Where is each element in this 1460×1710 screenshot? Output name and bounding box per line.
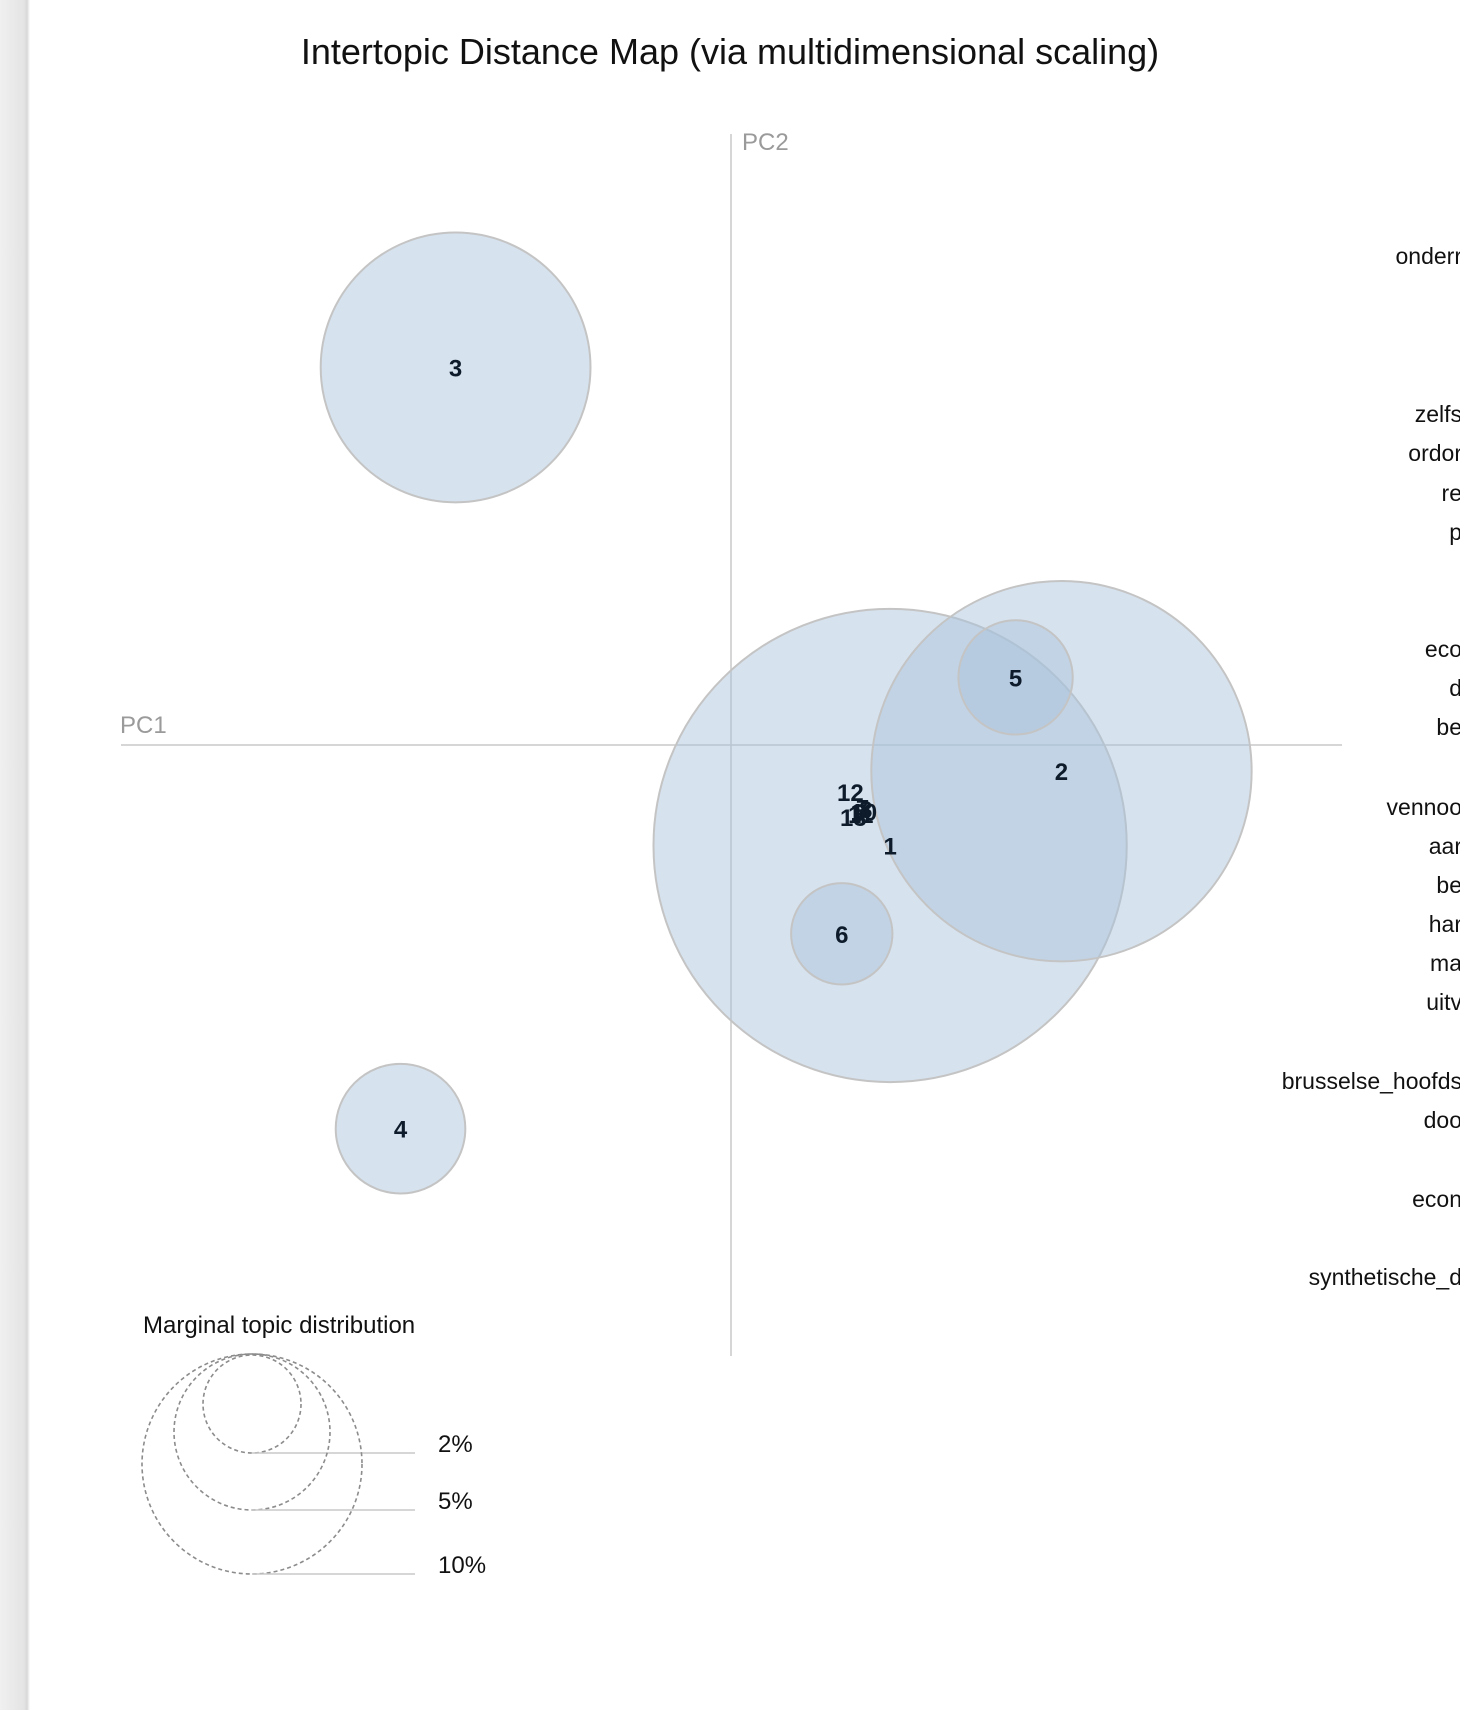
topic-label-7[interactable]: 7 — [856, 796, 869, 823]
term-label[interactable]: doo — [1424, 1107, 1460, 1133]
topic-label-10[interactable]: 10 — [850, 799, 877, 826]
topic-label-6[interactable]: 6 — [835, 922, 848, 949]
legend-title: Marginal topic distribution — [143, 1312, 415, 1339]
left-panel-shadow — [0, 0, 30, 1710]
topic-label-13[interactable]: 13 — [840, 805, 867, 832]
term-label[interactable]: zelfs — [1415, 401, 1460, 427]
topic-bubble-6[interactable] — [790, 882, 894, 986]
pc2-axis-label: PC2 — [742, 129, 789, 156]
term-label[interactable]: uitv — [1426, 989, 1460, 1015]
pc1-axis-label: PC1 — [120, 712, 167, 739]
topic-bubble-5[interactable] — [957, 619, 1074, 736]
term-label[interactable]: be — [1436, 714, 1460, 740]
legend-label-10: 10% — [438, 1552, 486, 1579]
term-label[interactable]: har — [1429, 911, 1460, 937]
marginal-topic-legend: Marginal topic distribution 2% 5% 10% — [141, 1312, 486, 1579]
term-label[interactable]: brusselse_hoofds — [1282, 1068, 1460, 1094]
term-label[interactable]: aar — [1429, 833, 1460, 859]
legend-circle-5 — [173, 1353, 331, 1511]
topic-label-5[interactable]: 5 — [1009, 665, 1022, 692]
topic-label-1[interactable]: 1 — [883, 833, 896, 860]
topic-bubbles — [319, 231, 1253, 1195]
term-label[interactable]: eco — [1425, 636, 1460, 662]
topic-bubble-1[interactable] — [652, 607, 1128, 1084]
term-label[interactable]: econ — [1412, 1186, 1460, 1212]
topic-bubble-4[interactable] — [334, 1062, 467, 1195]
term-label[interactable]: d — [1449, 675, 1460, 701]
term-label[interactable]: p — [1449, 519, 1460, 545]
topic-bubble-2[interactable] — [870, 580, 1253, 963]
legend-circle-10 — [141, 1353, 363, 1575]
terms-panel: onderr zelfs ordor re p eco d be vennoo aar be har m… — [1282, 243, 1460, 1290]
term-label[interactable]: vennoo — [1387, 794, 1460, 820]
topic-label-4[interactable]: 4 — [394, 1117, 408, 1144]
legend-circle-2 — [202, 1354, 302, 1454]
topic-label-8[interactable]: 8 — [859, 797, 872, 824]
term-label[interactable]: onderr — [1396, 243, 1460, 269]
term-label[interactable]: re — [1442, 480, 1460, 506]
term-label[interactable]: synthetische_d — [1309, 1264, 1460, 1290]
topic-label-11[interactable]: 11 — [848, 802, 873, 829]
term-label[interactable]: ordor — [1408, 440, 1460, 466]
topic-label-2[interactable]: 2 — [1055, 759, 1068, 786]
topic-label-12[interactable]: 12 — [837, 780, 864, 807]
topic-label-9[interactable]: 9 — [853, 800, 866, 827]
topic-bubble-3[interactable] — [319, 231, 592, 504]
term-label[interactable]: be — [1436, 872, 1460, 898]
term-label[interactable]: ma — [1430, 950, 1460, 976]
legend-label-2: 2% — [438, 1431, 473, 1458]
chart-title: Intertopic Distance Map (via multidimens… — [301, 31, 1159, 72]
legend-label-5: 5% — [438, 1488, 473, 1515]
topic-label-3[interactable]: 3 — [449, 355, 462, 382]
